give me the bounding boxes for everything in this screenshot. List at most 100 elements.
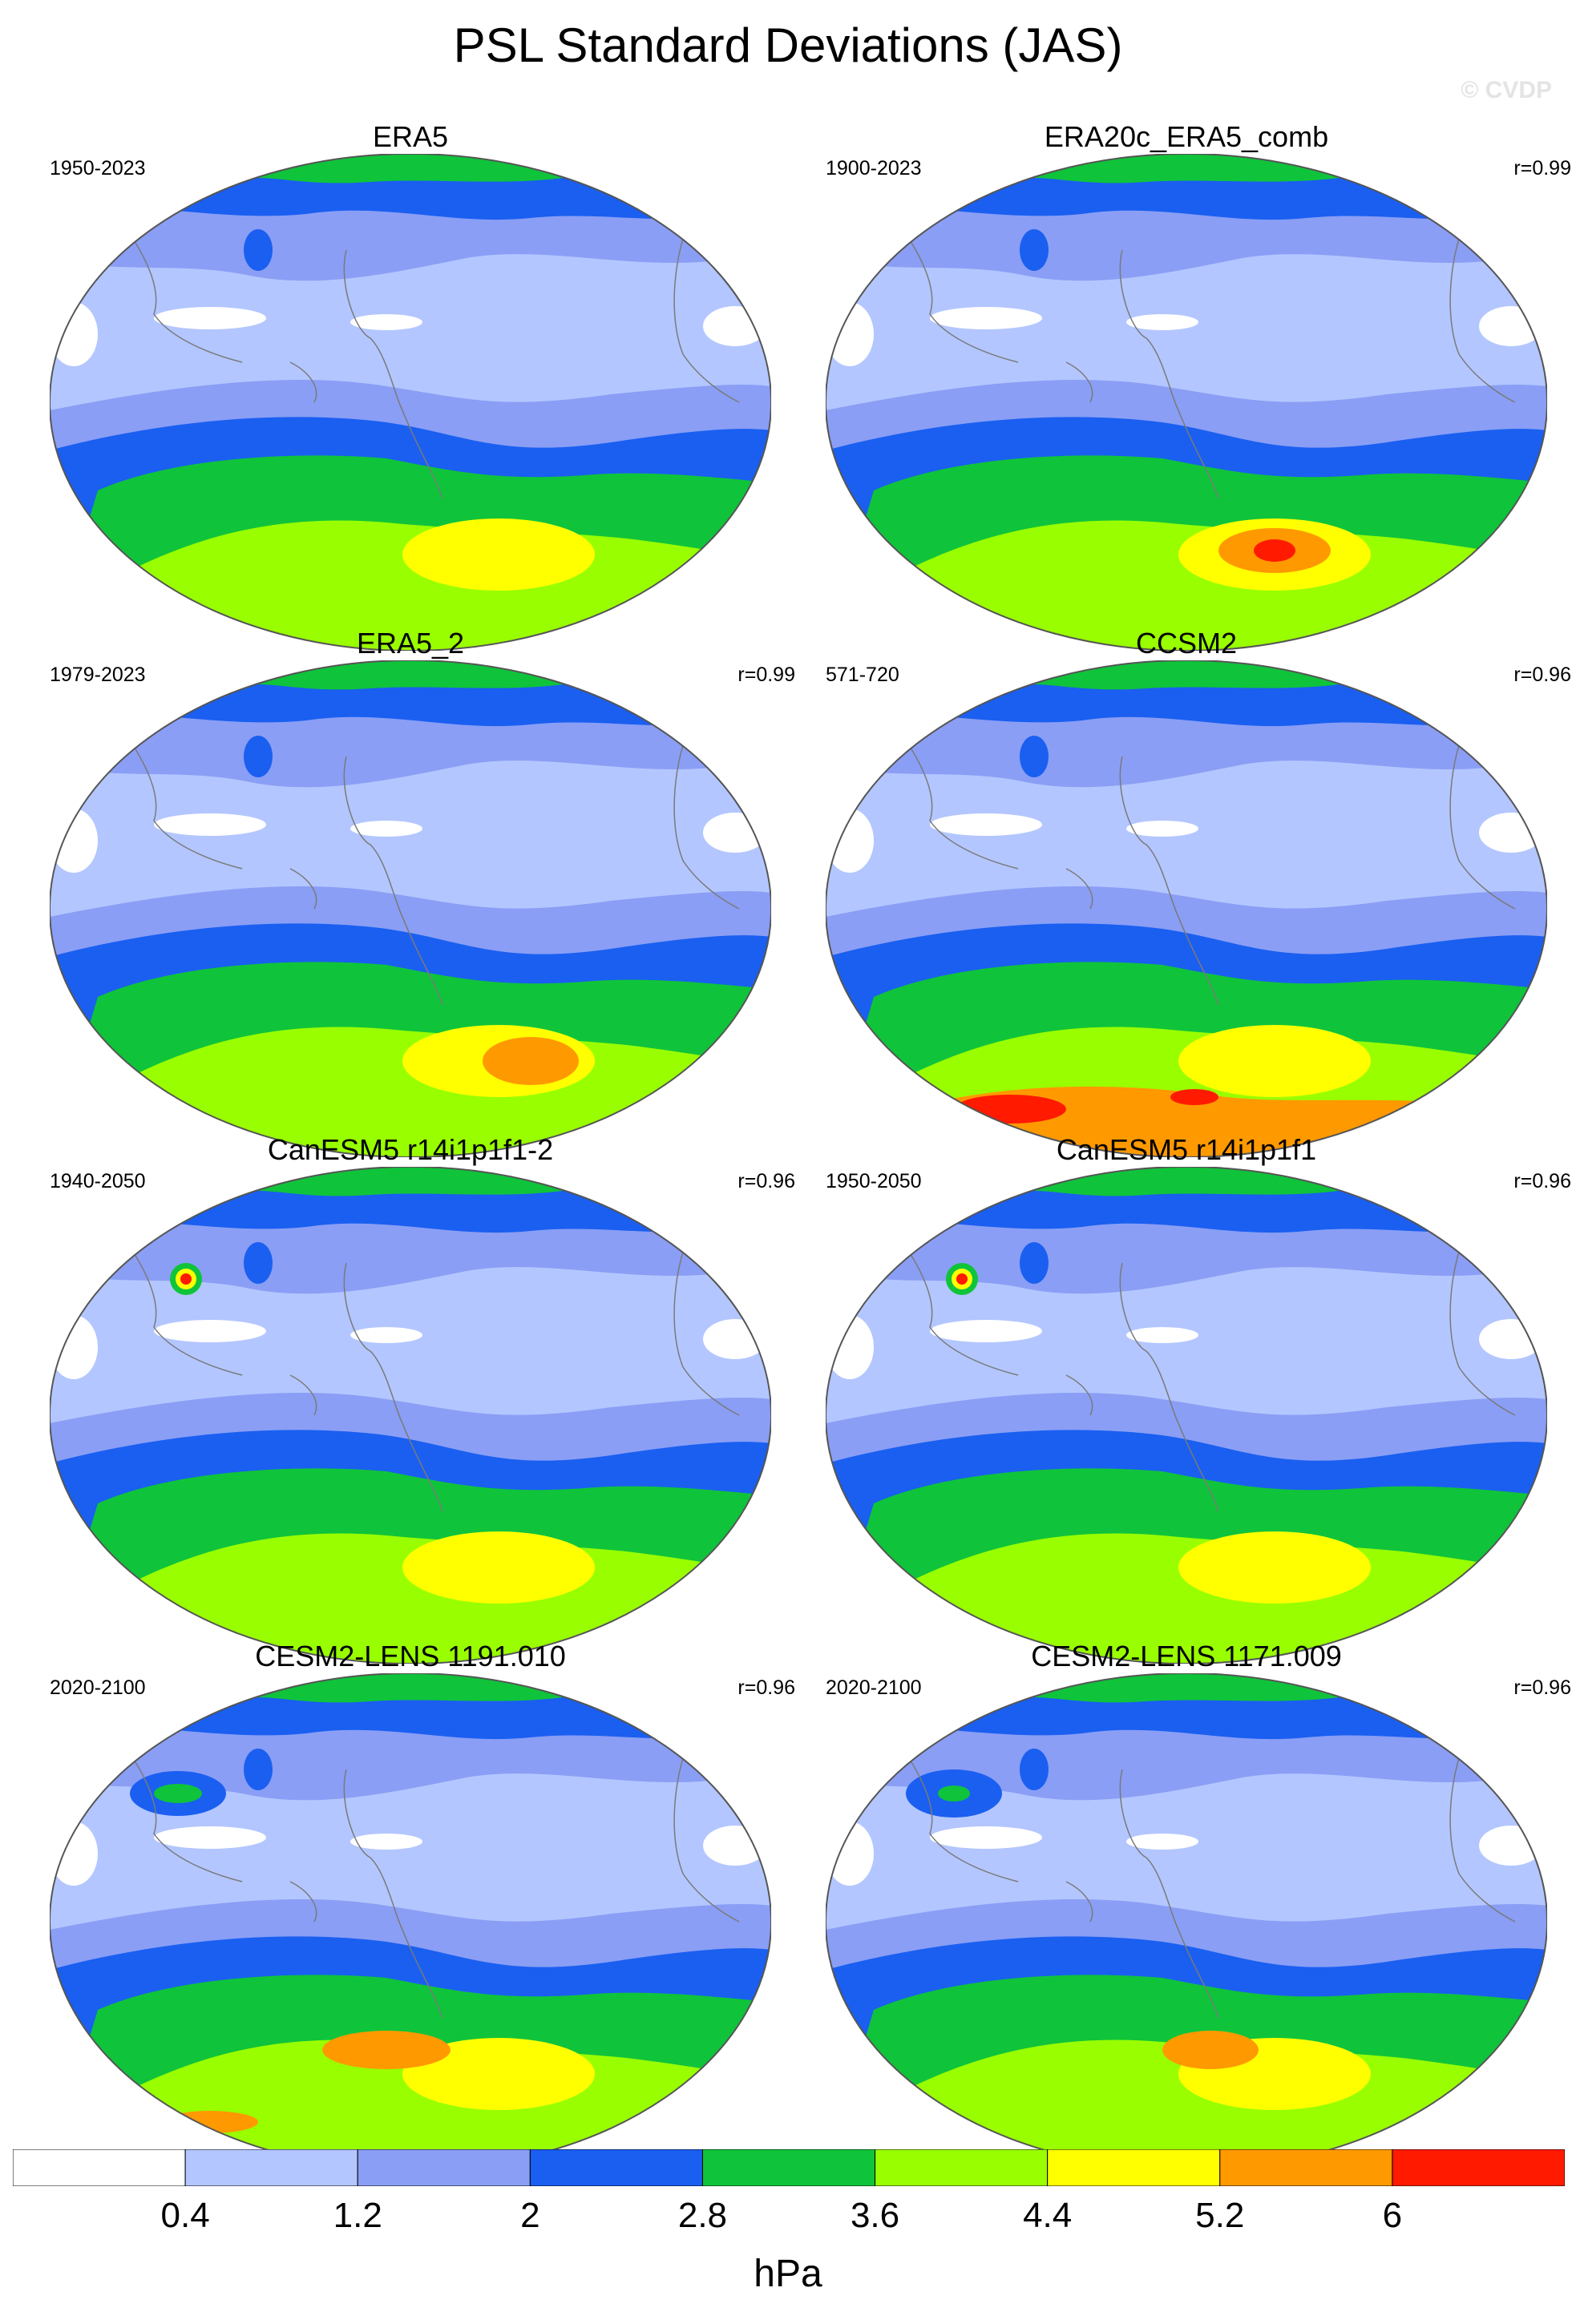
coastline — [1119, 1769, 1219, 2019]
coastline — [343, 1769, 443, 2019]
panel-correlation: r=0.96 — [1513, 664, 1571, 686]
tropical-white-patch — [350, 1834, 422, 1850]
tropical-white-patch — [154, 1826, 266, 1849]
coastline — [1449, 217, 1516, 403]
colorbar-label: 4.4 — [1023, 2196, 1073, 2235]
coastline — [343, 1262, 443, 1512]
map — [826, 154, 1547, 651]
figure-title: PSL Standard Deviations (JAS) — [453, 18, 1123, 72]
regional-maximum — [1170, 1089, 1218, 1105]
coastline — [343, 249, 443, 499]
map — [50, 1673, 771, 2170]
south-max-yellow — [1178, 1531, 1371, 1604]
map-border — [50, 1673, 771, 2170]
tropical-white-patch — [1479, 813, 1543, 853]
map-border — [826, 660, 1547, 1157]
coastline — [1065, 1374, 1093, 1416]
north-cap-green — [1034, 154, 1339, 184]
north-cap-green — [1034, 1167, 1339, 1196]
coastline — [1119, 249, 1219, 499]
panel-correlation: r=0.96 — [737, 1170, 795, 1192]
panel-correlation: r=0.96 — [737, 1676, 795, 1699]
panel-title: CanESM5 r14i1p1f1-2 — [267, 1133, 554, 1166]
regional-maximum — [483, 1037, 579, 1085]
panel-period: 2020-2100 — [50, 1676, 146, 1699]
colorbar-box — [1392, 2149, 1565, 2186]
tropical-white-patch — [703, 813, 767, 853]
regional-maximum — [154, 1784, 202, 1803]
colorbar-box — [184, 2149, 358, 2186]
tropical-white-patch — [1479, 1826, 1543, 1866]
map-panel: CCSM2 571-720 r=0.96 — [802, 627, 1571, 1157]
north-pacific-blob — [1020, 1242, 1049, 1284]
north-cap-green — [1034, 660, 1339, 690]
tropical-white-patch — [930, 307, 1042, 329]
regional-maximum — [956, 1273, 968, 1285]
regional-maximum — [938, 1785, 970, 1802]
coastline — [673, 1230, 740, 1416]
map — [50, 154, 771, 651]
colorbar-label: 2.8 — [677, 2196, 728, 2235]
map — [826, 660, 1547, 1157]
coastline — [129, 1753, 243, 1882]
map-border — [826, 154, 1547, 651]
map-border — [826, 1673, 1547, 2170]
north-cap-green — [258, 1673, 563, 1703]
colorbar-box — [1219, 2149, 1393, 2186]
north-pacific-blob — [244, 1242, 273, 1284]
panel-period: 1950-2023 — [50, 157, 146, 180]
colorbar-box — [1047, 2149, 1221, 2186]
coastline — [905, 1753, 1019, 1882]
tropical-white-patch — [703, 1826, 767, 1866]
south-max-yellow — [402, 518, 595, 591]
north-pacific-blob — [244, 736, 273, 777]
panel-period: 1979-2023 — [50, 664, 146, 686]
north-cap-green — [1034, 1673, 1339, 1703]
regional-maximum — [1162, 2031, 1259, 2069]
colorbar-label: 5.2 — [1195, 2196, 1245, 2235]
north-cap-green — [258, 1167, 563, 1196]
coastline — [289, 1881, 317, 1923]
north-cap-green — [258, 154, 563, 184]
south-max-yellow — [1178, 1025, 1371, 1097]
coastline — [289, 1374, 317, 1416]
tropical-white-patch — [1126, 821, 1198, 837]
coastline — [289, 361, 317, 403]
panel-period: 2020-2100 — [826, 1676, 922, 1699]
north-pacific-blob — [1020, 229, 1049, 271]
tropical-white-patch — [154, 813, 266, 836]
panel-title: ERA20c_ERA5_comb — [1044, 120, 1329, 153]
map-border — [826, 1167, 1547, 1664]
coastline — [905, 740, 1019, 869]
panel-period: 1900-2023 — [826, 157, 922, 180]
tropical-white-patch — [154, 1320, 266, 1342]
tropical-white-patch — [350, 314, 422, 330]
tropical-white-patch — [930, 813, 1042, 836]
coastline — [129, 740, 243, 869]
south-max-yellow — [402, 2038, 595, 2110]
tropical-white-patch — [703, 306, 767, 346]
colorbar-boxes — [13, 2149, 1565, 2186]
map-panel: CanESM5 r14i1p1f1-2 1940-2050 r=0.96 — [26, 1133, 795, 1664]
regional-maximum — [1254, 539, 1295, 562]
panel-title: CanESM5 r14i1p1f1 — [1056, 1133, 1317, 1166]
colorbar-label: 0.4 — [160, 2196, 210, 2235]
tropical-white-patch — [930, 1826, 1042, 1849]
panel-title: CESM2-LENS 1171.009 — [1031, 1640, 1342, 1672]
panel-title: CCSM2 — [1135, 627, 1238, 660]
coastline — [129, 1246, 243, 1376]
map-panel: ERA5_2 1979-2023 r=0.99 — [26, 627, 795, 1157]
map — [50, 660, 771, 1157]
tropical-white-patch — [154, 307, 266, 329]
north-pacific-blob — [1020, 736, 1049, 777]
tropical-white-patch — [1126, 314, 1198, 330]
map-panel: ERA5 1950-2023 — [26, 120, 795, 651]
regional-maximum — [180, 1273, 192, 1285]
regional-maximum — [162, 2111, 258, 2133]
colorbar-box — [529, 2149, 703, 2186]
coastline — [905, 1246, 1019, 1376]
coastline — [1449, 724, 1516, 910]
tropical-white-patch — [1479, 306, 1543, 346]
coastline — [1119, 1262, 1219, 1512]
panel-period: 1950-2050 — [826, 1170, 922, 1192]
